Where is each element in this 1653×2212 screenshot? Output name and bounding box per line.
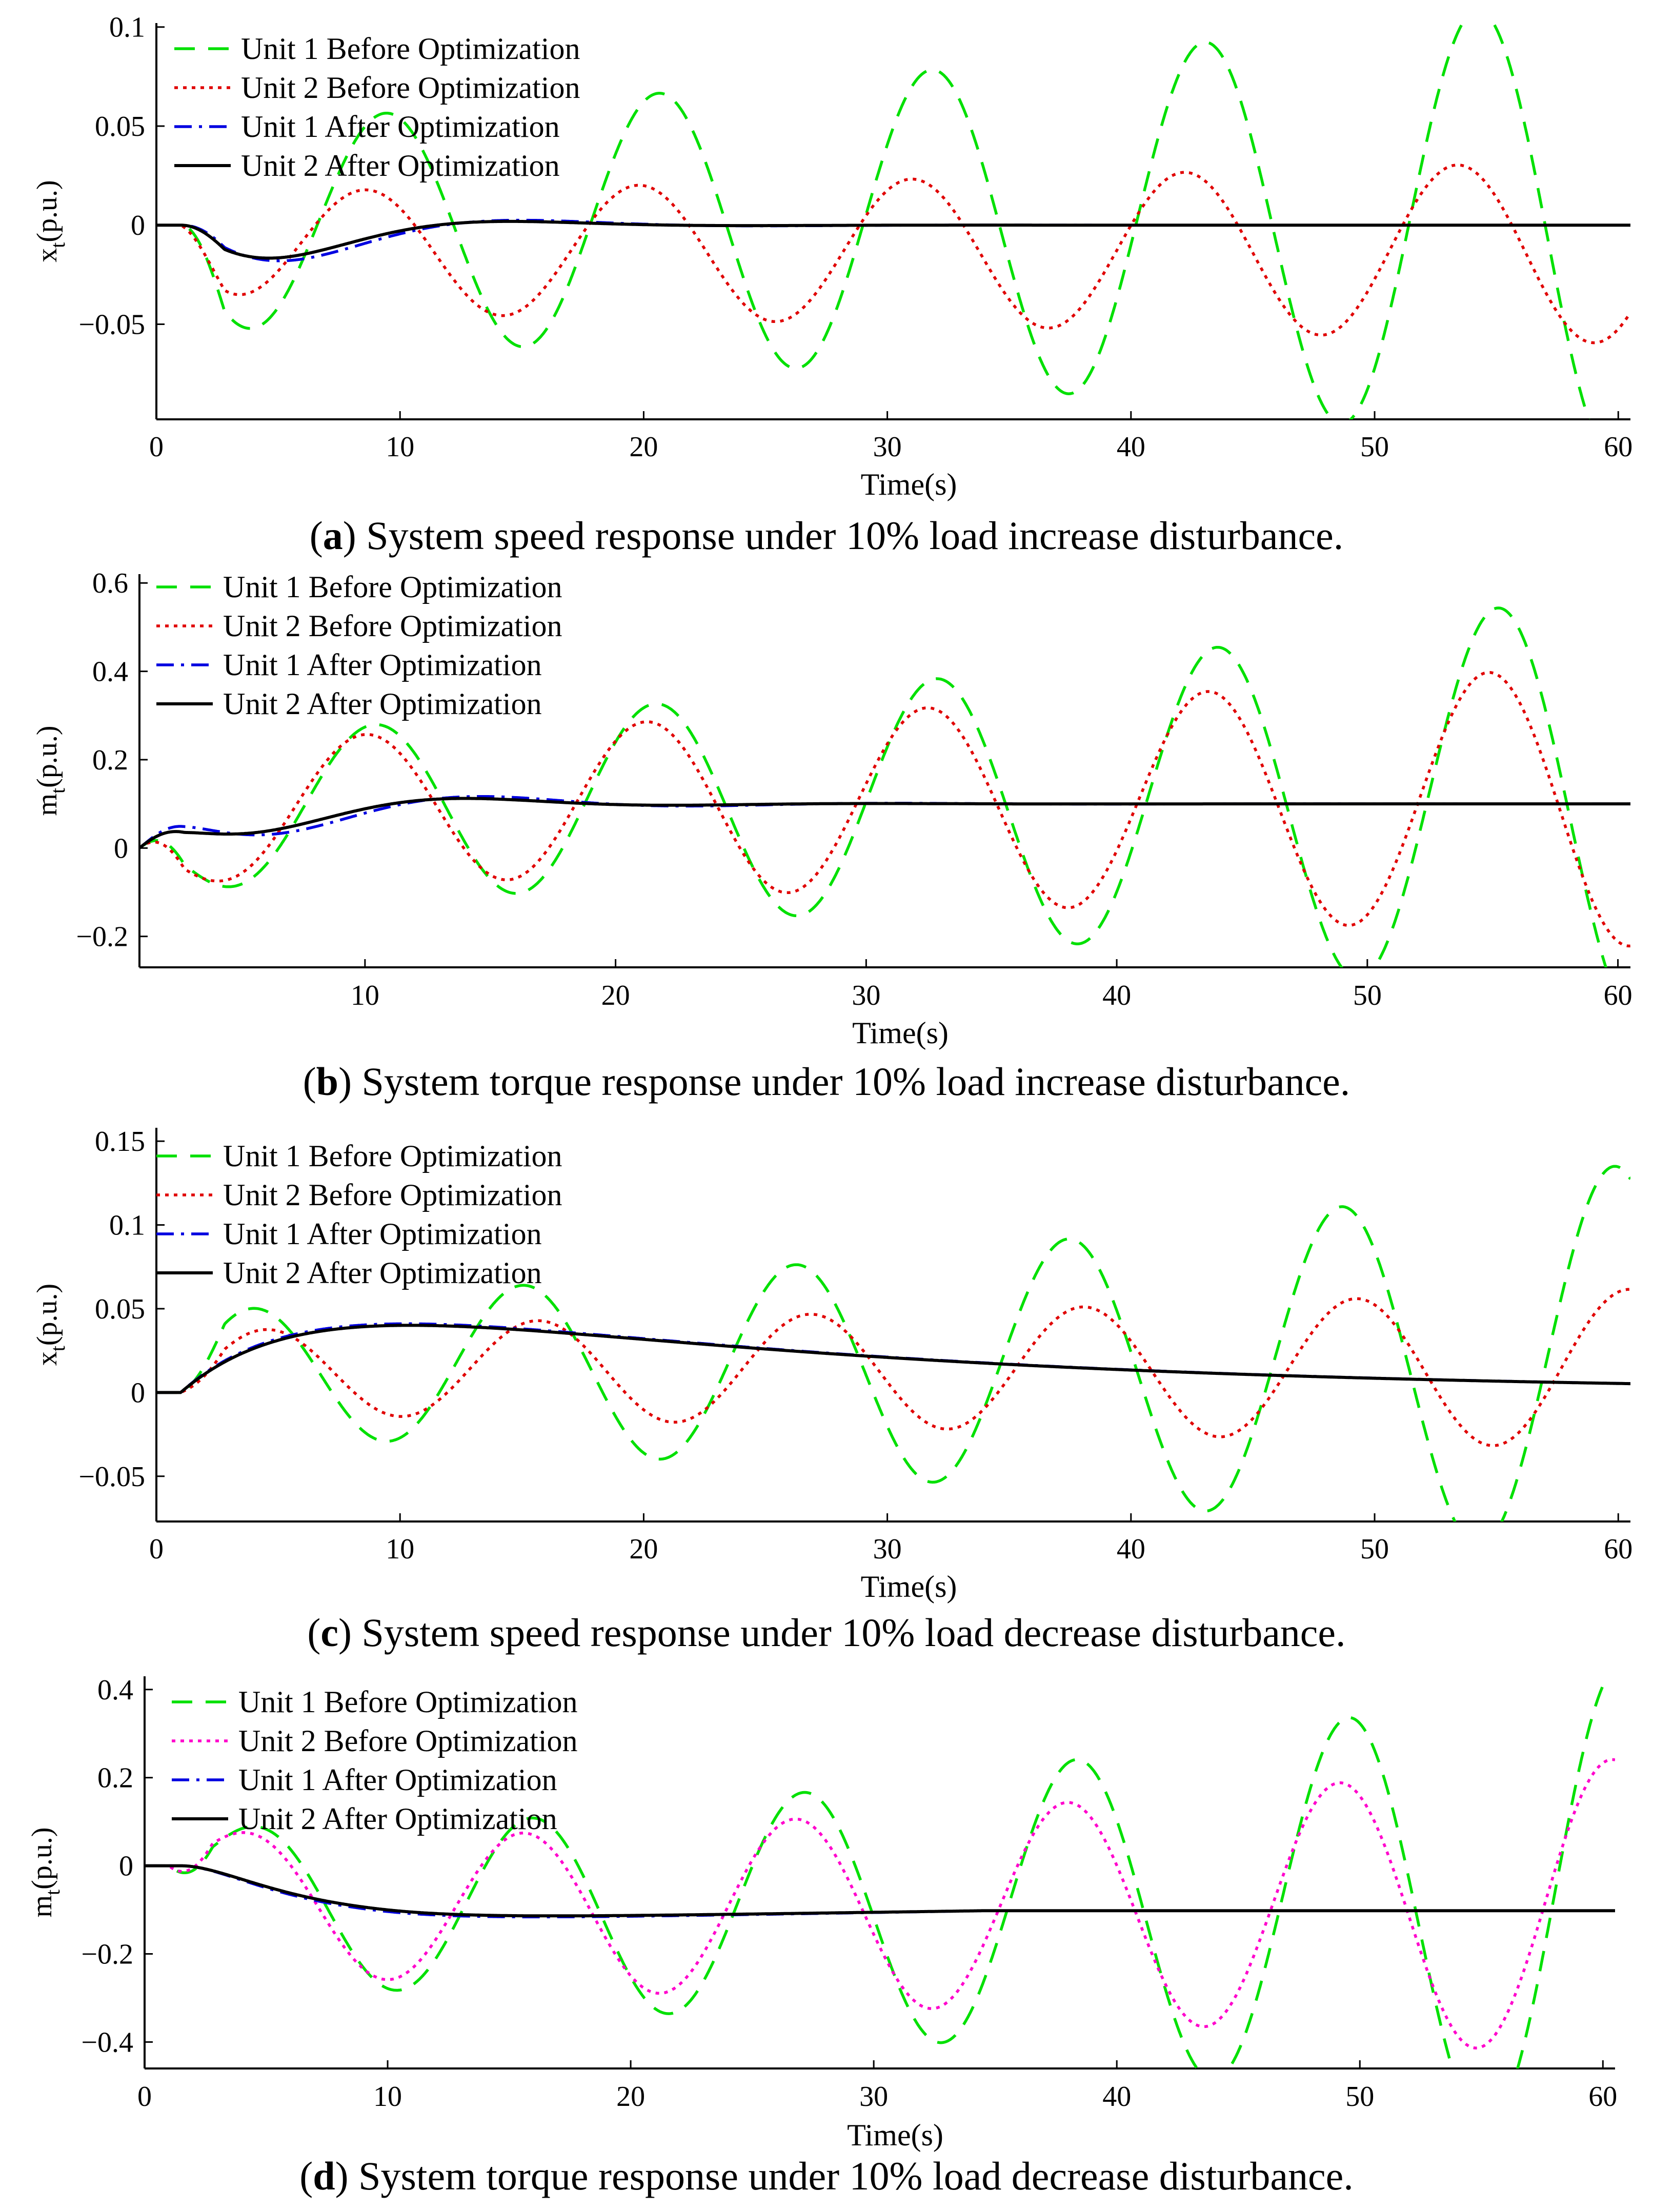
series-line-2 xyxy=(156,164,1630,344)
legend-label-1: Unit 1 Before Optimization xyxy=(223,1139,562,1173)
caption-d: (d) System torque response under 10% loa… xyxy=(299,2154,1354,2198)
y-tick-label: 0.4 xyxy=(97,1674,133,1706)
x-tick-label: 20 xyxy=(601,980,630,1011)
x-axis-label: Time(s) xyxy=(852,1016,949,1050)
series-line-2 xyxy=(156,1288,1630,1447)
legend-label-4: Unit 2 After Optimization xyxy=(223,687,542,721)
x-tick-label: 30 xyxy=(852,980,880,1011)
x-tick-label: 20 xyxy=(616,2081,645,2113)
y-tick-label: 0 xyxy=(131,1377,145,1409)
x-tick-label: 0 xyxy=(149,1533,164,1565)
legend-label-3: Unit 1 After Optimization xyxy=(241,110,560,144)
y-axis-label: xt(p.u.) xyxy=(31,1284,69,1366)
y-tick-label: 0.2 xyxy=(97,1762,133,1794)
legend-label-2: Unit 2 Before Optimization xyxy=(223,1178,562,1212)
y-tick-label: −0.2 xyxy=(81,1939,133,1971)
x-tick-label: 60 xyxy=(1604,1533,1632,1565)
legend-label-1: Unit 1 Before Optimization xyxy=(223,570,562,604)
y-tick-label: 0 xyxy=(114,833,128,864)
x-axis-label: Time(s) xyxy=(847,2118,943,2152)
x-tick-label: 40 xyxy=(1102,980,1131,1011)
y-tick-label: 0.6 xyxy=(92,567,128,599)
x-tick-label: 20 xyxy=(629,431,658,463)
y-tick-label: 0.1 xyxy=(109,12,145,44)
y-tick-label: −0.2 xyxy=(76,921,128,953)
y-axis-label: mt(p.u.) xyxy=(26,1828,64,1918)
y-tick-label: 0.05 xyxy=(95,1293,145,1325)
x-tick-label: 50 xyxy=(1360,431,1389,463)
legend-label-3: Unit 1 After Optimization xyxy=(223,1217,542,1251)
y-tick-label: −0.4 xyxy=(81,2026,133,2058)
x-tick-label: 10 xyxy=(351,980,379,1011)
x-tick-label: 50 xyxy=(1345,2081,1374,2113)
series-line-4 xyxy=(145,1864,1615,1918)
series-line-4 xyxy=(139,797,1630,849)
chart-panel-d: 0 10 20 30 40 50 60 −0.4 −0.2 0 0.2 0.4 Time(s) mt(p.… xyxy=(26,1674,1617,2152)
series-line-4 xyxy=(156,1324,1630,1394)
caption-c: (c) System speed response under 10% load… xyxy=(307,1610,1346,1655)
y-tick-label: 0.15 xyxy=(95,1126,145,1158)
legend-label-3: Unit 1 After Optimization xyxy=(238,1763,557,1797)
x-tick-label: 60 xyxy=(1604,431,1632,463)
x-tick-label: 0 xyxy=(149,431,164,463)
legend-label-2: Unit 2 Before Optimization xyxy=(241,71,580,105)
series-line-1 xyxy=(156,23,1590,419)
y-tick-label: 0.2 xyxy=(92,744,128,776)
x-tick-label: 0 xyxy=(137,2081,152,2113)
x-tick-label: 10 xyxy=(386,1533,414,1565)
x-tick-label: 30 xyxy=(873,431,902,463)
legend-label-4: Unit 2 After Optimization xyxy=(241,149,560,182)
series-line-3 xyxy=(156,218,1630,262)
series-line-1 xyxy=(156,1165,1630,1521)
y-tick-label: −0.05 xyxy=(78,309,145,340)
x-tick-label: 10 xyxy=(373,2081,402,2113)
x-tick-label: 30 xyxy=(873,1533,902,1565)
caption-b: (b) System torque response under 10% loa… xyxy=(303,1059,1350,1104)
chart-panel-c: 0 10 20 30 40 50 60 −0.05 0 0.05 0.1 0.15 Time(s) xt(… xyxy=(31,1126,1632,1604)
caption-a: (a) System speed response under 10% load… xyxy=(309,513,1344,558)
chart-panel-a: 0 10 20 30 40 50 60 −0.05 0 0.05 0.1 Time(s) xt(p.u.… xyxy=(31,12,1632,501)
x-tick-label: 40 xyxy=(1102,2081,1131,2113)
x-tick-label: 40 xyxy=(1117,431,1145,463)
x-tick-label: 30 xyxy=(859,2081,888,2113)
x-tick-label: 60 xyxy=(1588,2081,1617,2113)
x-axis-label: Time(s) xyxy=(861,1570,957,1604)
legend-label-4: Unit 2 After Optimization xyxy=(238,1802,557,1836)
legend-label-2: Unit 2 Before Optimization xyxy=(238,1724,578,1758)
legend-label-1: Unit 1 Before Optimization xyxy=(238,1685,578,1719)
legend-label-1: Unit 1 Before Optimization xyxy=(241,32,580,66)
x-tick-label: 10 xyxy=(386,431,414,463)
legend-label-4: Unit 2 After Optimization xyxy=(223,1256,542,1290)
legend-label-2: Unit 2 Before Optimization xyxy=(223,609,562,643)
y-tick-label: 0 xyxy=(119,1851,133,1882)
series-line-2 xyxy=(145,1758,1615,2049)
y-tick-label: 0.4 xyxy=(92,656,128,688)
series-line-2 xyxy=(139,671,1630,948)
y-tick-label: 0 xyxy=(131,210,145,241)
x-tick-label: 40 xyxy=(1117,1533,1145,1565)
x-axis-label: Time(s) xyxy=(861,468,957,501)
series-line-1 xyxy=(145,1676,1609,2068)
y-tick-label: −0.05 xyxy=(78,1461,145,1493)
series-line-1 xyxy=(139,606,1607,967)
legend-label-3: Unit 1 After Optimization xyxy=(223,648,542,682)
y-axis-label: xt(p.u.) xyxy=(31,180,69,262)
x-tick-label: 50 xyxy=(1360,1533,1389,1565)
y-axis-label: mt(p.u.) xyxy=(31,726,69,816)
chart-panel-b: 10 20 30 40 50 60 −0.2 0 0.2 0.4 0.6 Time(s) mt(p.u.… xyxy=(31,567,1632,1050)
x-tick-label: 50 xyxy=(1353,980,1382,1011)
x-tick-label: 20 xyxy=(629,1533,658,1565)
y-tick-label: 0.1 xyxy=(109,1210,145,1242)
series-line-4 xyxy=(156,219,1630,260)
y-tick-label: 0.05 xyxy=(95,111,145,143)
x-tick-label: 60 xyxy=(1604,980,1632,1011)
